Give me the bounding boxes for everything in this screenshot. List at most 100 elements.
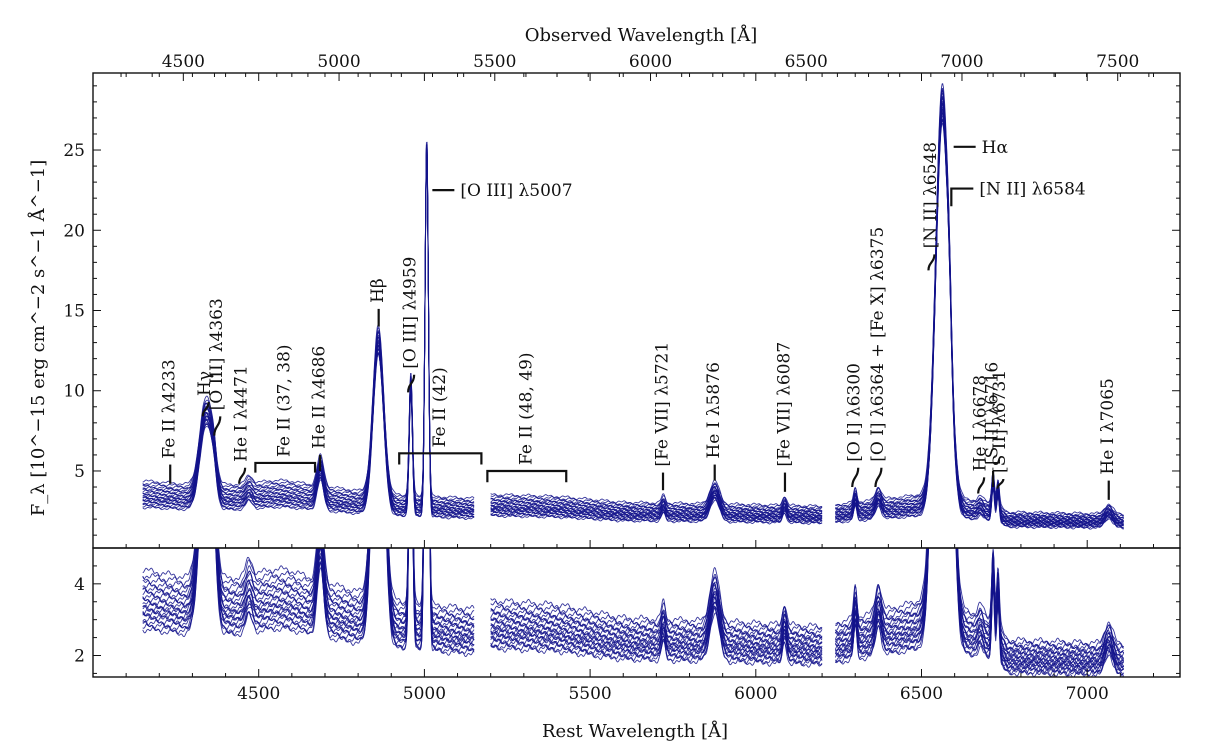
spectrum-epoch-24-seg-3 [739,496,823,508]
annotation-h-: Hγ [195,371,215,417]
spectrum-zoom-epoch-9-seg-1 [142,548,475,644]
spectrum-zoom-epoch-24-seg-2 [490,567,740,626]
spectrum-zoom-epoch-10-seg-2 [490,593,740,651]
hook-leader [213,416,222,436]
corner-label: [N II] λ6584 [979,180,1085,200]
spectrum-zoom-epoch-17-seg-2 [490,582,740,640]
annotation--s-ii-6731: [S II] λ6731 [990,370,1010,489]
spectrum-zoom-epoch-7-seg-1 [142,548,475,647]
bracket-label: Fe II (42) [430,367,450,447]
spectrum-zoom-epoch-14-seg-3 [738,620,823,651]
vertical-label: He I λ7065 [1098,378,1118,474]
top-x-tick-label: 6500 [785,52,828,72]
vertical-label: [O III] λ4959 [401,256,421,368]
spectrum-zoom-epoch-21-seg-1 [142,548,475,621]
spectrum-zoom-epoch-24-seg-1 [142,548,475,612]
top-x-tick-label: 6000 [629,52,672,72]
top-x-tick-label: 7000 [940,52,983,72]
spectrum-zoom-epoch-18-seg-1 [142,548,475,629]
spectrum-zoom-epoch-8-seg-4 [835,548,1125,670]
spectra-top-panel [142,83,1124,530]
x-tick-label: 6500 [900,684,943,704]
spectrum-zoom-epoch-24-seg-4 [835,548,1125,648]
spectrum-zoom-epoch-19-seg-3 [738,613,823,642]
annotation-he-i-4471: He I λ4471 [232,365,252,484]
spectrum-zoom-epoch-4-seg-2 [490,607,740,661]
spectrum-zoom-epoch-20-seg-3 [739,613,823,641]
top-x-tick-label: 5000 [317,52,360,72]
spectrum-zoom-epoch-11-seg-1 [142,548,475,641]
vertical-label: [S II] λ6731 [990,370,1010,473]
horizontal-label: [O III] λ5007 [460,181,572,201]
annotation--fe-vii-5721: [Fe VII] λ5721 [653,342,673,491]
spectrum-epoch-19-seg-4 [835,95,1124,520]
vertical-label: Hγ [195,371,215,396]
corner-leader [950,187,974,207]
x-tick-label: 6000 [734,684,777,704]
top-axis-title: Observed Wavelength [Å] [525,24,757,46]
spectrum-zoom-epoch-23-seg-1 [142,548,475,616]
spectrum-zoom-epoch-15-seg-4 [835,548,1125,663]
annotation-fe-ii-4233: Fe II λ4233 [160,359,180,484]
vertical-label: [O I] λ6364 + [Fe X] λ6375 [868,227,888,462]
annotation-h-: Hβ [368,278,388,327]
spectrum-epoch-24-seg-4 [835,83,1124,516]
hook-leader [977,477,986,494]
hook-leader [238,467,247,484]
bracket-leader [486,469,568,483]
top-x-tick-label: 5500 [473,52,516,72]
y-tick-label-top: 25 [63,141,85,161]
annotation-he-i-5876: He I λ5876 [704,362,724,481]
spectra-bottom-panel [142,548,1125,677]
spectrum-epoch-14-seg-3 [739,503,823,517]
spectrum-zoom-epoch-10-seg-1 [142,548,475,641]
spectrum-zoom-epoch-18-seg-3 [738,615,823,643]
spectrum-zoom-epoch-23-seg-2 [490,573,740,629]
top-panel-frame [92,72,1181,549]
spectrum-epoch-12-seg-4 [835,106,1124,524]
spectrum-epoch-24-seg-1 [142,141,475,500]
spectrum-zoom-epoch-12-seg-3 [738,625,823,652]
annotation-h-: Hα [953,138,1009,158]
y-tick-label-top: 15 [63,302,85,322]
annotation--o-i-6364-fe-x-6375: [O I] λ6364 + [Fe X] λ6375 [868,227,888,488]
x-axis-title: Rest Wavelength [Å] [542,720,728,742]
spectrum-epoch-23-seg-2 [490,482,740,508]
bracket-label: Fe II (37, 38) [275,344,295,457]
annotation--fe-vii-6087: [Fe VII] λ6087 [774,342,794,492]
annotation-he-i-6678: He I λ6678 [971,375,991,494]
bracket-leader [254,461,317,473]
spectrum-epoch-15-seg-4 [835,102,1124,523]
annotation--n-ii-6548: [N II] λ6548 [921,142,941,271]
bottom-panel-frame [92,547,1181,678]
vertical-label: He I λ6678 [971,375,991,471]
top-x-tick-label: 7500 [1096,52,1139,72]
spectrum-epoch-23-seg-4 [835,87,1124,517]
spectrum-epoch-17-seg-2 [490,486,740,513]
spectrum-zoom-epoch-15-seg-2 [490,591,740,645]
spectrum-zoom-epoch-15-seg-1 [142,548,475,635]
spectrum-zoom-epoch-14-seg-1 [142,548,475,636]
spectrum-zoom-epoch-2-seg-3 [738,642,823,667]
hook-leader [874,467,883,488]
hook-leader [407,374,416,393]
bracket-leader [398,452,483,465]
spectrum-zoom-epoch-21-seg-2 [490,577,740,633]
spectrum-zoom-epoch-24-seg-3 [738,606,823,630]
spectrum-zoom-epoch-1-seg-4 [834,548,1125,677]
horizontal-label: Hα [982,138,1009,158]
annotation--o-iii-4959: [O III] λ4959 [401,256,421,393]
vertical-label: Hβ [368,278,388,303]
spectrum-zoom-epoch-6-seg-3 [739,632,823,660]
vertical-label: [S II] λ6716 [983,362,1003,465]
spectrum-epoch-24-seg-2 [490,479,740,506]
y-tick-label-top: 20 [63,221,85,241]
vertical-label: Fe II λ4233 [160,359,180,458]
spectrum-zoom-epoch-17-seg-1 [142,548,475,629]
annotation--s-ii-6716: [S II] λ6716 [983,362,1003,488]
spectrum-zoom-epoch-19-seg-1 [142,548,475,627]
annotation--o-iii-4363: [O III] λ4363 [207,298,227,436]
vertical-label: [O I] λ6300 [845,363,865,462]
